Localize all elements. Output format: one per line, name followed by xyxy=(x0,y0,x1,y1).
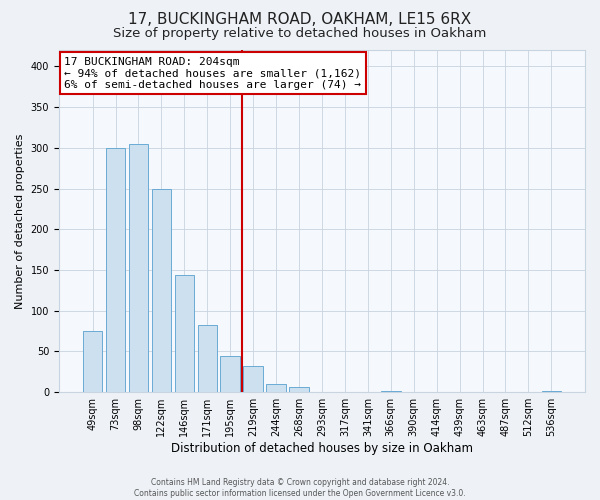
Text: Size of property relative to detached houses in Oakham: Size of property relative to detached ho… xyxy=(113,28,487,40)
Bar xyxy=(197,324,217,392)
Bar xyxy=(266,384,286,392)
Text: 17, BUCKINGHAM ROAD, OAKHAM, LE15 6RX: 17, BUCKINGHAM ROAD, OAKHAM, LE15 6RX xyxy=(128,12,472,28)
Bar xyxy=(128,144,148,392)
Bar xyxy=(381,390,401,392)
Bar xyxy=(83,331,103,392)
Bar xyxy=(152,190,171,392)
Bar xyxy=(220,356,240,392)
Bar xyxy=(175,275,194,392)
Text: Contains HM Land Registry data © Crown copyright and database right 2024.
Contai: Contains HM Land Registry data © Crown c… xyxy=(134,478,466,498)
X-axis label: Distribution of detached houses by size in Oakham: Distribution of detached houses by size … xyxy=(171,442,473,455)
Text: 17 BUCKINGHAM ROAD: 204sqm
← 94% of detached houses are smaller (1,162)
6% of se: 17 BUCKINGHAM ROAD: 204sqm ← 94% of deta… xyxy=(64,57,361,90)
Bar xyxy=(289,388,309,392)
Bar xyxy=(106,148,125,392)
Bar xyxy=(542,390,561,392)
Bar xyxy=(244,366,263,392)
Y-axis label: Number of detached properties: Number of detached properties xyxy=(15,134,25,309)
